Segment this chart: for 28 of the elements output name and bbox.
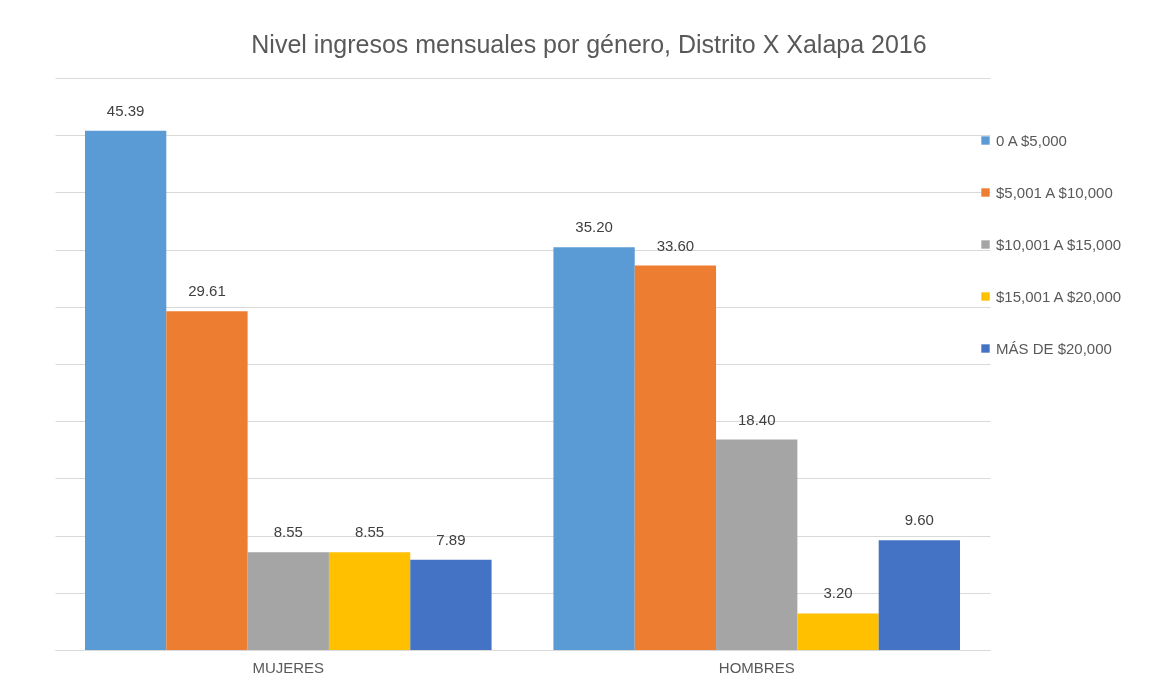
data-label: 9.60 — [904, 511, 934, 529]
data-label: 33.60 — [656, 236, 695, 254]
legend-label: $5,001 A $10,000 — [996, 183, 1113, 201]
bar — [797, 613, 879, 650]
data-label: 18.40 — [737, 410, 776, 428]
legend-label: $10,001 A $15,000 — [996, 235, 1122, 253]
data-label: 7.89 — [436, 530, 466, 548]
bar — [553, 247, 635, 650]
x-tick-label: MUJERES — [252, 658, 325, 676]
legend-label: MÁS DE $20,000 — [996, 339, 1112, 357]
data-label: 8.55 — [273, 523, 303, 541]
chart-title: Nivel ingresos mensuales por género, Distrito X Xalapa 2016 — [251, 30, 927, 58]
x-tick-label: HOMBRES — [718, 658, 795, 676]
data-label: 29.61 — [188, 282, 226, 300]
bar — [328, 552, 411, 650]
legend-label: $15,001 A $20,000 — [996, 287, 1122, 305]
bar — [634, 265, 717, 650]
data-label: 3.20 — [823, 584, 853, 602]
bar — [166, 311, 248, 650]
data-label: 45.39 — [106, 101, 145, 119]
data-label: 8.55 — [355, 523, 385, 541]
bar — [247, 552, 329, 650]
bar — [410, 559, 492, 650]
bar — [716, 439, 798, 650]
data-label: 35.20 — [575, 218, 613, 236]
bar — [84, 130, 167, 650]
legend-label: 0 A $5,000 — [996, 131, 1067, 149]
bar — [878, 540, 961, 650]
